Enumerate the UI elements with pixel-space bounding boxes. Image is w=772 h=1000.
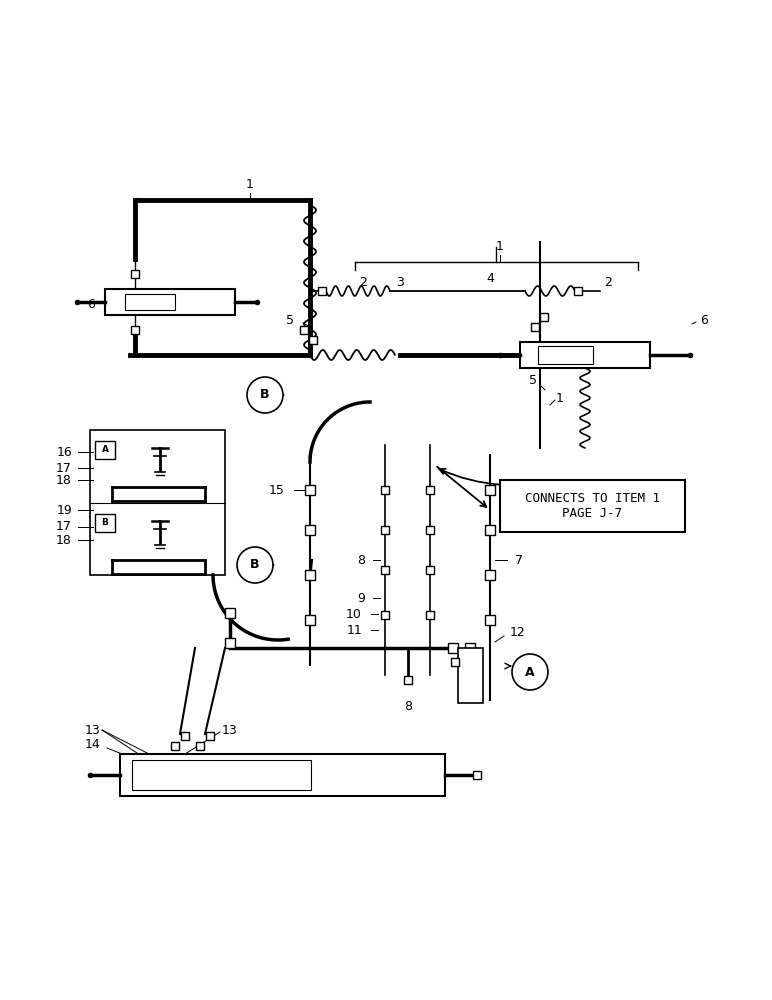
Bar [171,742,179,750]
Bar [465,643,475,653]
Bar [381,486,389,494]
Bar [451,658,459,666]
Text: 11: 11 [347,624,362,637]
Text: B: B [250,558,259,572]
Bar [318,287,326,295]
Bar [485,525,495,535]
Text: 18: 18 [56,474,72,487]
Text: 7: 7 [515,554,523,566]
Text: 18: 18 [56,534,72,546]
Bar [381,526,389,534]
Text: 3: 3 [396,275,404,288]
Text: 9: 9 [357,591,365,604]
Bar [426,566,434,574]
Text: 13: 13 [222,724,238,736]
Text: 6: 6 [700,314,708,326]
Bar [196,742,204,750]
Bar [309,336,317,344]
Bar [381,566,389,574]
Text: 13: 13 [84,724,100,736]
Bar [131,270,139,278]
Circle shape [512,654,548,690]
Bar [120,754,445,796]
Text: 4: 4 [486,271,494,284]
Bar [300,326,308,334]
Text: A: A [101,446,109,454]
Text: 5: 5 [286,314,294,326]
Bar [206,732,214,740]
Bar [305,525,315,535]
Text: 12: 12 [510,626,526,639]
Text: 15: 15 [269,484,285,496]
Bar [95,441,115,459]
Bar [520,342,650,368]
Text: 5: 5 [529,373,537,386]
Text: 2: 2 [604,275,612,288]
Bar [305,570,315,580]
Bar [500,480,685,532]
Bar [181,732,189,740]
Bar [90,430,225,575]
Circle shape [237,547,273,583]
Bar [458,648,483,703]
Bar [132,760,311,790]
Text: 1: 1 [246,178,254,192]
Bar [125,294,175,310]
Text: 1: 1 [496,240,504,253]
Circle shape [247,377,283,413]
Bar [225,638,235,648]
Bar [426,611,434,619]
Bar [305,485,315,495]
Bar [448,643,458,653]
Text: 16: 16 [56,446,72,458]
Bar [381,611,389,619]
Text: CONNECTS TO ITEM 1
PAGE J-7: CONNECTS TO ITEM 1 PAGE J-7 [525,492,660,520]
Text: B: B [260,388,269,401]
Text: 8: 8 [357,554,365,566]
Bar [540,313,548,321]
Bar [305,615,315,625]
Text: 17: 17 [56,462,72,475]
Bar [426,486,434,494]
Bar [95,514,115,532]
Bar [538,346,593,364]
Bar [485,485,495,495]
Text: 8: 8 [404,700,412,713]
Bar [531,323,539,331]
Bar [426,526,434,534]
Text: 2: 2 [359,275,367,288]
Text: 17: 17 [56,520,72,534]
Bar [473,771,481,779]
Bar [485,615,495,625]
Bar [485,570,495,580]
Text: 1: 1 [556,391,564,404]
Text: A: A [525,666,535,678]
Text: 19: 19 [56,504,72,516]
Bar [105,289,235,315]
Text: 6: 6 [87,298,95,312]
Text: 14: 14 [84,738,100,752]
Bar [131,326,139,334]
Text: B: B [102,518,108,527]
Bar [404,676,412,684]
Bar [225,608,235,618]
Text: 10: 10 [346,607,362,620]
Bar [574,287,582,295]
